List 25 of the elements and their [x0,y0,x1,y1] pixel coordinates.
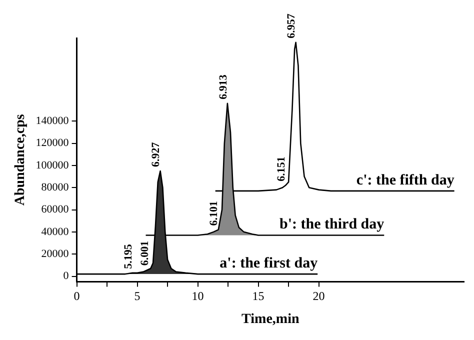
y-tick-label: 80000 [41,181,70,194]
y-tick-label: 40000 [41,226,70,238]
annotation: 6.913 [217,74,230,100]
y-tick-label: 60000 [41,204,70,216]
y-axis-title: Abundance,cps [13,114,28,206]
annotation: 6.927 [150,142,162,167]
annotation: 6.001 [139,240,152,266]
x-tick-label: 10 [192,289,204,304]
y-tick-label: 20000 [41,248,70,260]
x-axis-title: Time,min [242,312,300,328]
series-label: a': the first day [220,255,318,272]
y-tick-label: 100000 [36,159,70,172]
x-tick-label: 0 [74,289,80,304]
series-label: c': the fifth day [356,172,455,188]
annotation: 5.195 [122,244,134,269]
y-tick-label: 0 [63,270,70,282]
x-tick-label: 20 [312,289,325,304]
x-tick-label: 15 [252,289,264,304]
series-label: b': the third day [280,216,385,233]
annotation: 6.151 [275,156,288,182]
annotation: 6.101 [208,200,220,226]
x-tick-label: 5 [134,289,140,304]
y-tick-label: 140000 [36,115,70,128]
y-tick-label: 120000 [36,137,70,150]
annotation: 6.957 [286,13,298,38]
